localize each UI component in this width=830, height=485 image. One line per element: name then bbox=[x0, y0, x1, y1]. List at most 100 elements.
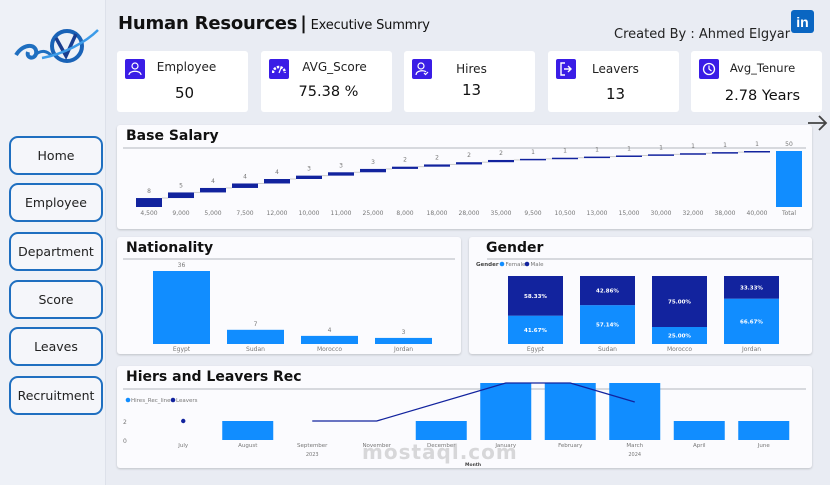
y-tick-label: 0 bbox=[123, 438, 127, 445]
x-tick-label: November bbox=[362, 443, 391, 449]
x-tick-label: Jordan bbox=[741, 346, 761, 353]
nationality-panel: Nationality 36 Egypt 7 Sudan 4 Morocco 3 Jordan bbox=[117, 237, 461, 354]
title-separator: | bbox=[300, 13, 307, 34]
sidebar: Home Employee Department Score Leaves Re… bbox=[0, 0, 106, 485]
data-label: 1 bbox=[659, 144, 663, 151]
clock-icon bbox=[699, 59, 719, 79]
x-tick-label: Morocco bbox=[667, 346, 692, 353]
x-tick-label: 10,500 bbox=[555, 210, 576, 217]
kpi-value: 75.38 % bbox=[298, 84, 359, 100]
hires-bar bbox=[415, 421, 467, 440]
female-bar-segment bbox=[724, 298, 779, 344]
x-tick-label: September bbox=[297, 443, 328, 449]
nationality-bar bbox=[227, 329, 284, 344]
gender-panel: Gender Gender Female Male 41.67% 58.33% Egypt… bbox=[469, 237, 812, 354]
data-label: 3 bbox=[307, 166, 311, 173]
waterfall-bar bbox=[264, 179, 290, 184]
x-tick-label: Sudan bbox=[598, 346, 617, 353]
kpi-value: 50 bbox=[174, 84, 195, 102]
data-label: 4 bbox=[243, 173, 247, 180]
x-tick-label: Egypt bbox=[527, 346, 545, 353]
nav-home-button[interactable]: Home bbox=[9, 136, 103, 175]
nav-recruitment-button[interactable]: Recruitment bbox=[9, 376, 103, 415]
waterfall-bar bbox=[744, 151, 770, 153]
x-tick-label: 7,500 bbox=[236, 210, 253, 217]
nationality-bar bbox=[375, 337, 432, 344]
x-tick-label: March bbox=[626, 443, 643, 449]
data-label: 4 bbox=[275, 169, 279, 176]
x-tick-label: June bbox=[757, 443, 771, 449]
legend-label: Hires_Rec_line bbox=[131, 398, 171, 404]
x-tick-label: 10,000 bbox=[299, 210, 320, 217]
x-tick-label: 12,000 bbox=[267, 210, 288, 217]
title-divider bbox=[123, 147, 806, 149]
data-label: 42.86% bbox=[596, 289, 619, 295]
page-subtitle: Executive Summry bbox=[310, 18, 430, 33]
data-label: 1 bbox=[627, 145, 631, 152]
hires-bar bbox=[738, 421, 790, 440]
x-tick-label: Sudan bbox=[246, 346, 265, 353]
female-bar-segment bbox=[508, 315, 563, 344]
data-label: 57.14% bbox=[596, 323, 619, 329]
x-tick-label: 9,000 bbox=[172, 210, 189, 217]
legend-marker bbox=[524, 261, 530, 267]
data-label: 25.00% bbox=[668, 334, 691, 340]
x-tick-label: 15,000 bbox=[619, 210, 640, 217]
x-tick-label: Total bbox=[781, 210, 796, 217]
nav-score-button[interactable]: Score bbox=[9, 280, 103, 319]
legend-label: Leavers bbox=[176, 398, 198, 404]
waterfall-bar bbox=[616, 155, 642, 157]
linkedin-icon[interactable]: in bbox=[791, 10, 814, 33]
waterfall-bar bbox=[392, 166, 418, 169]
exit-icon bbox=[556, 59, 576, 79]
kpi-card-avg-tenure: Avg_Tenure 2.78 Years bbox=[691, 51, 822, 112]
kpi-label: Employee bbox=[156, 60, 217, 74]
nav-department-button[interactable]: Department bbox=[9, 232, 103, 271]
data-label: 3 bbox=[339, 162, 343, 169]
male-bar-segment bbox=[652, 276, 707, 327]
data-label: 1 bbox=[531, 149, 535, 156]
x-tick-label: December bbox=[427, 443, 456, 449]
data-label: 58.33% bbox=[524, 294, 547, 300]
kpi-label: Hires bbox=[456, 62, 487, 76]
legend-title: Gender bbox=[476, 262, 499, 268]
x-tick-label: 25,000 bbox=[363, 210, 384, 217]
leavers-line bbox=[312, 382, 635, 422]
nav-leaves-button[interactable]: Leaves bbox=[9, 327, 103, 366]
x-tick-label: 35,000 bbox=[491, 210, 512, 217]
x-tick-label: August bbox=[238, 443, 258, 449]
user-check-icon bbox=[412, 59, 432, 79]
data-label: 1 bbox=[691, 143, 695, 150]
base-salary-panel: Base Salary 8 4,500 5 9,000 4 5,000 4 7,500 4 12,… bbox=[117, 125, 812, 229]
data-label: 66.67% bbox=[740, 319, 763, 325]
data-label: 1 bbox=[723, 142, 727, 149]
nationality-chart: 36 Egypt 7 Sudan 4 Morocco 3 Jordan bbox=[153, 262, 432, 353]
x-tick-label: July bbox=[177, 443, 189, 449]
data-label: 33.33% bbox=[740, 285, 763, 291]
created-by-label: Created By : Ahmed Elgyar bbox=[614, 27, 791, 42]
page-title: Human Resources | Executive Summry bbox=[118, 13, 430, 34]
data-label: 1 bbox=[755, 141, 759, 148]
title-divider bbox=[123, 388, 806, 390]
base-salary-title: Base Salary bbox=[126, 128, 219, 144]
waterfall-bar bbox=[200, 187, 226, 193]
data-label: 2 bbox=[435, 154, 439, 161]
waterfall-bar bbox=[648, 154, 674, 156]
gender-chart: Gender Female Male 41.67% 58.33% Egypt 57.14% 4… bbox=[476, 261, 779, 353]
kpi-label: AVG_Score bbox=[302, 60, 367, 74]
female-bar-segment bbox=[652, 327, 707, 344]
x-tick-label: February bbox=[558, 443, 583, 449]
hires-bar bbox=[480, 383, 532, 440]
waterfall-bar bbox=[328, 172, 354, 176]
nationality-bar bbox=[153, 271, 210, 344]
hires-bar bbox=[673, 421, 725, 440]
next-page-arrow-icon[interactable] bbox=[806, 112, 830, 134]
data-label: 3 bbox=[371, 159, 375, 166]
waterfall-bar bbox=[680, 153, 706, 155]
nav-employee-button[interactable]: Employee bbox=[9, 183, 103, 222]
waterfall-bar bbox=[776, 151, 802, 207]
x-tick-label: Morocco bbox=[317, 346, 342, 353]
waterfall-bar bbox=[296, 175, 322, 179]
year-label: 2024 bbox=[628, 452, 641, 458]
waterfall-bar bbox=[712, 152, 738, 154]
